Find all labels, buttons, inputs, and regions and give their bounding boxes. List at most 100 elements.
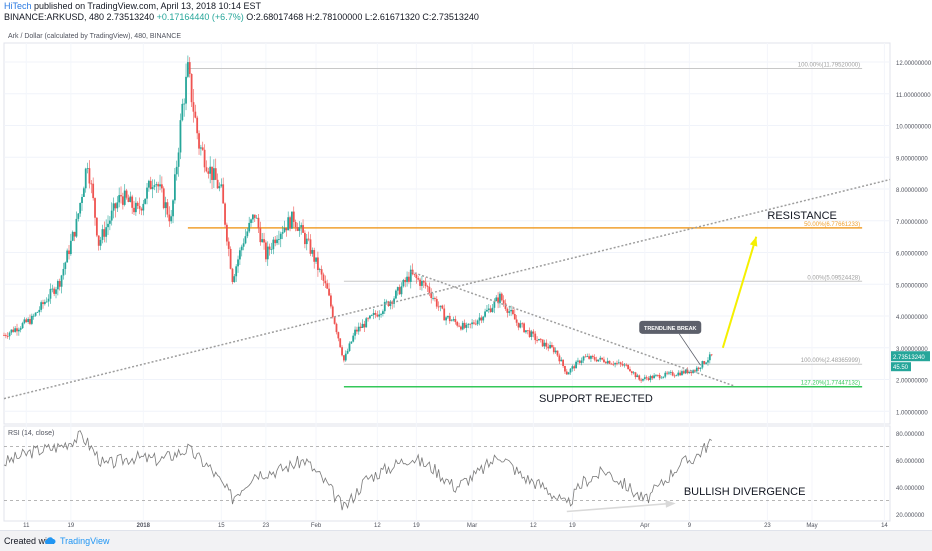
candle-body [575, 361, 577, 369]
candle-body [235, 266, 238, 277]
candle-body [447, 315, 449, 318]
candle-body [136, 202, 139, 206]
time-tick-label: 14 [881, 523, 888, 529]
candle-body [257, 217, 260, 229]
candle-body [14, 328, 17, 332]
candle-body [627, 364, 630, 370]
candle-body [476, 320, 479, 325]
candle-body [582, 356, 585, 361]
candle-body [694, 370, 696, 372]
candle-body [690, 371, 693, 374]
candle-body [17, 329, 20, 332]
candle-body [114, 203, 117, 209]
candle-body [619, 362, 622, 364]
candle-body [528, 330, 531, 337]
candle-body [281, 232, 284, 234]
candle-body [523, 323, 525, 333]
candle-body [634, 372, 637, 378]
candle-body [71, 231, 74, 241]
candle-body [562, 359, 564, 366]
candle-body [157, 184, 160, 187]
candle-body [669, 372, 672, 373]
candle-body [79, 203, 82, 214]
candle-body [608, 360, 611, 364]
candle-body [376, 314, 379, 317]
resistance-label: RESISTANCE [767, 210, 836, 222]
author-link[interactable]: HiTech [4, 1, 32, 11]
candle-body [32, 315, 35, 317]
candle-body [134, 202, 137, 213]
time-tick-label: Mar [467, 523, 477, 529]
candle-body [489, 308, 492, 313]
candle-body [194, 111, 197, 118]
candle-body [463, 322, 466, 328]
candle-body [435, 298, 438, 307]
candle-body [82, 188, 85, 197]
candle-body [471, 322, 473, 325]
candle-body [294, 221, 297, 228]
candle-body [586, 356, 589, 358]
candle-body [160, 184, 163, 189]
tradingview-brand[interactable]: TradingView [60, 536, 110, 546]
candle-body [424, 282, 427, 287]
candle-body [51, 288, 54, 290]
candle-body [350, 341, 353, 344]
candle-body [497, 297, 499, 304]
candle-body [276, 239, 278, 244]
price-change: +0.17164440 (+6.7%) [156, 12, 244, 22]
ohlc-values: O:2.68017468 H:2.78100000 L:2.61671320 C… [246, 12, 479, 22]
candle-body [705, 362, 708, 364]
time-tick-label: 19 [413, 523, 420, 529]
candle-body [456, 322, 459, 326]
candle-body [3, 335, 5, 336]
candle-body [606, 360, 609, 364]
candle-body [530, 331, 533, 337]
candle-body [681, 371, 683, 376]
candle-body [25, 319, 28, 323]
time-tick-label: 11 [23, 523, 30, 529]
candle-body [199, 147, 202, 149]
candle-body [227, 241, 230, 249]
last-price-badge-label: 2.73513240 [893, 355, 925, 361]
candle-body [123, 190, 126, 205]
projection-arrow-shaft [721, 236, 758, 349]
candle-body [428, 286, 431, 293]
candle-body [599, 357, 602, 360]
candle-body [73, 231, 76, 237]
candle-body [629, 369, 631, 372]
candle-body [229, 248, 232, 269]
candle-body [649, 376, 652, 380]
candle-body [415, 274, 418, 279]
candle-body [12, 329, 15, 332]
candle-body [493, 301, 496, 308]
candle-body [482, 316, 485, 321]
candle-body [246, 231, 249, 237]
candle-body [127, 197, 130, 202]
candle-body [556, 350, 559, 356]
candle-body [458, 325, 460, 327]
candle-body [209, 166, 212, 174]
price-chart[interactable]: 100.00%(11.79520000) 50.00%(6.77661233) 0.… [0, 23, 932, 530]
candle-body [66, 250, 69, 263]
candle-body [231, 268, 234, 283]
candle-body [153, 185, 156, 188]
time-tick-label: 23 [764, 523, 771, 529]
candle-body [474, 323, 477, 325]
candle-body [359, 326, 362, 329]
candle-body [107, 223, 109, 228]
candle-body [201, 147, 204, 150]
candle-body [75, 218, 78, 237]
created-with-label: Created with [4, 536, 55, 546]
candle-body [170, 216, 173, 222]
price-tick-label: 2.00000000 [896, 379, 928, 385]
candle-body [173, 174, 176, 201]
candle-body [339, 338, 342, 348]
rsi-tick-label: 40.000000 [896, 486, 925, 492]
candle-body [580, 360, 583, 363]
candle-body [298, 227, 301, 231]
rsi-line [3, 430, 712, 511]
candle-body [261, 239, 264, 243]
candle-body [413, 274, 416, 275]
candle-body [593, 357, 596, 360]
last-price-badge [891, 351, 930, 362]
